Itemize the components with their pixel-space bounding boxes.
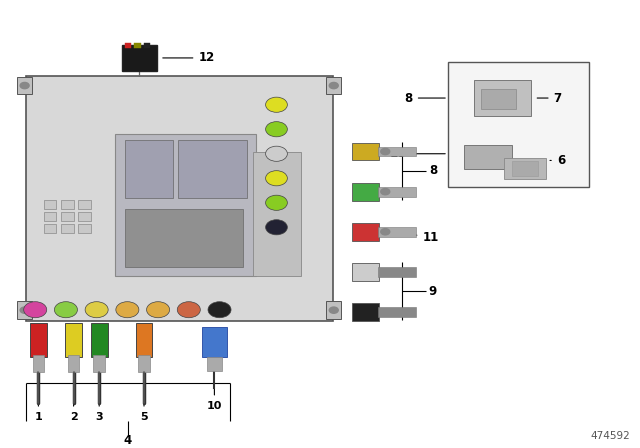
Circle shape <box>329 307 339 313</box>
FancyBboxPatch shape <box>378 146 416 156</box>
FancyBboxPatch shape <box>352 223 379 241</box>
FancyBboxPatch shape <box>326 301 341 319</box>
FancyBboxPatch shape <box>378 187 416 197</box>
FancyBboxPatch shape <box>44 224 56 233</box>
Circle shape <box>266 195 287 211</box>
Text: 474592: 474592 <box>591 431 630 441</box>
FancyBboxPatch shape <box>78 224 91 233</box>
FancyBboxPatch shape <box>65 323 82 357</box>
FancyBboxPatch shape <box>253 151 301 276</box>
Circle shape <box>208 302 231 318</box>
FancyBboxPatch shape <box>207 357 222 371</box>
FancyBboxPatch shape <box>78 211 91 220</box>
Text: 4: 4 <box>124 434 132 447</box>
FancyBboxPatch shape <box>61 224 74 233</box>
FancyBboxPatch shape <box>512 161 538 176</box>
FancyBboxPatch shape <box>125 140 173 198</box>
Circle shape <box>381 228 390 235</box>
FancyBboxPatch shape <box>352 142 379 160</box>
FancyBboxPatch shape <box>122 44 157 71</box>
FancyBboxPatch shape <box>352 183 379 201</box>
Text: 10: 10 <box>207 362 222 410</box>
Text: 10: 10 <box>390 147 445 160</box>
FancyBboxPatch shape <box>134 43 141 48</box>
Circle shape <box>266 97 287 112</box>
FancyBboxPatch shape <box>61 211 74 220</box>
FancyBboxPatch shape <box>144 43 150 48</box>
Text: 9: 9 <box>429 284 437 297</box>
Circle shape <box>381 309 390 315</box>
Circle shape <box>20 307 29 313</box>
FancyBboxPatch shape <box>33 355 44 372</box>
Text: 12: 12 <box>163 52 214 65</box>
FancyBboxPatch shape <box>17 301 32 319</box>
FancyBboxPatch shape <box>504 158 546 179</box>
FancyBboxPatch shape <box>136 323 152 357</box>
FancyBboxPatch shape <box>326 77 341 95</box>
Text: 7: 7 <box>537 91 562 104</box>
Circle shape <box>266 171 287 186</box>
Circle shape <box>147 302 170 318</box>
Text: 5: 5 <box>140 375 148 422</box>
Circle shape <box>329 82 339 89</box>
FancyBboxPatch shape <box>26 76 333 321</box>
Text: 8: 8 <box>429 164 437 177</box>
Circle shape <box>24 302 47 318</box>
FancyBboxPatch shape <box>202 327 227 358</box>
FancyBboxPatch shape <box>68 355 79 372</box>
Circle shape <box>266 146 287 161</box>
FancyBboxPatch shape <box>464 145 512 169</box>
Text: 1: 1 <box>35 375 42 422</box>
Circle shape <box>85 302 108 318</box>
FancyBboxPatch shape <box>378 267 416 277</box>
Text: 2: 2 <box>70 375 77 422</box>
FancyBboxPatch shape <box>91 323 108 357</box>
Text: 6: 6 <box>550 154 565 167</box>
Circle shape <box>266 220 287 235</box>
FancyBboxPatch shape <box>352 303 379 321</box>
FancyBboxPatch shape <box>125 43 131 48</box>
FancyBboxPatch shape <box>78 200 91 209</box>
Circle shape <box>381 269 390 275</box>
Circle shape <box>266 122 287 137</box>
FancyBboxPatch shape <box>115 134 256 276</box>
FancyBboxPatch shape <box>61 200 74 209</box>
Circle shape <box>177 302 200 318</box>
FancyBboxPatch shape <box>125 210 243 267</box>
Circle shape <box>116 302 139 318</box>
Text: 11: 11 <box>394 231 438 244</box>
FancyBboxPatch shape <box>138 355 150 372</box>
FancyBboxPatch shape <box>378 227 416 237</box>
FancyBboxPatch shape <box>93 355 105 372</box>
FancyBboxPatch shape <box>44 200 56 209</box>
FancyBboxPatch shape <box>378 307 416 317</box>
FancyBboxPatch shape <box>352 263 379 281</box>
Circle shape <box>54 302 77 318</box>
FancyBboxPatch shape <box>17 77 32 95</box>
FancyBboxPatch shape <box>448 62 589 187</box>
Circle shape <box>381 189 390 195</box>
FancyBboxPatch shape <box>474 80 531 116</box>
FancyBboxPatch shape <box>44 211 56 220</box>
Text: 3: 3 <box>95 375 103 422</box>
Circle shape <box>381 148 390 155</box>
Circle shape <box>20 82 29 89</box>
FancyBboxPatch shape <box>481 89 516 109</box>
Text: 8: 8 <box>404 91 445 104</box>
FancyBboxPatch shape <box>178 140 247 198</box>
FancyBboxPatch shape <box>30 323 47 357</box>
